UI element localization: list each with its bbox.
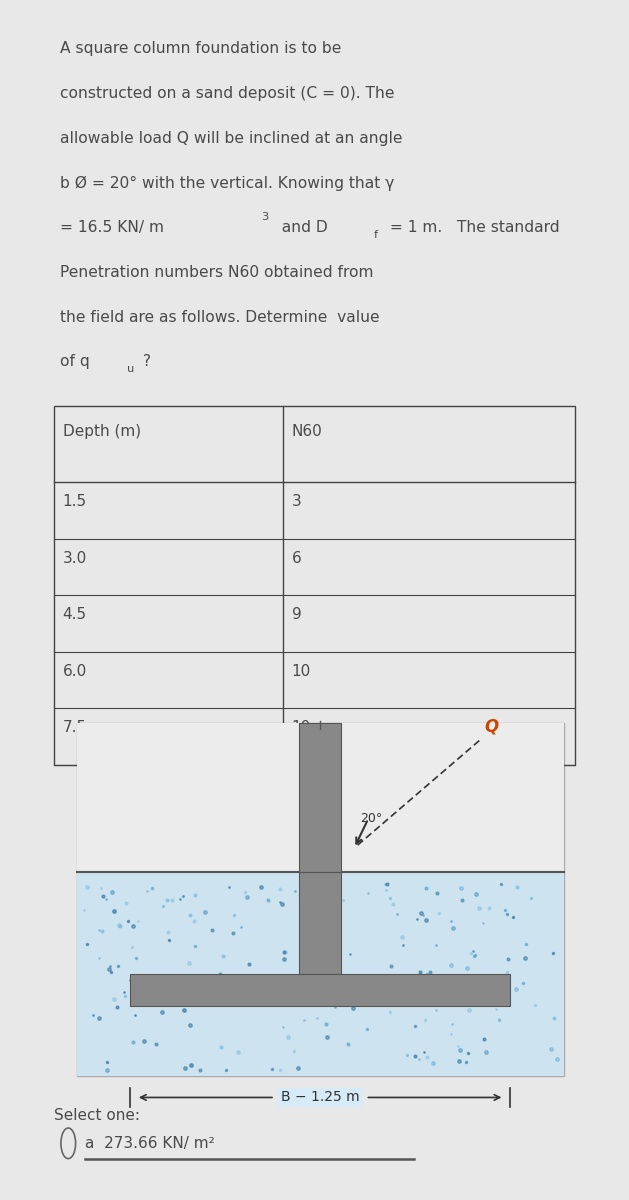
Text: 6.0: 6.0 — [63, 664, 87, 678]
Text: b Ø = 20° with the vertical. Knowing that γ: b Ø = 20° with the vertical. Knowing tha… — [60, 175, 394, 191]
Text: 10: 10 — [292, 664, 311, 678]
Text: N60: N60 — [292, 424, 323, 438]
Text: 9: 9 — [292, 607, 301, 622]
Bar — [54, 406, 575, 764]
Text: 7.5: 7.5 — [63, 720, 87, 734]
Text: the field are as follows. Determine  value: the field are as follows. Determine valu… — [60, 310, 379, 324]
Text: constructed on a sand deposit (C = 0). The: constructed on a sand deposit (C = 0). T… — [60, 86, 394, 101]
Bar — [299, 724, 342, 871]
Text: u: u — [126, 364, 134, 373]
Bar — [77, 724, 564, 871]
Text: 3: 3 — [261, 212, 268, 222]
Text: Penetration numbers N60 obtained from: Penetration numbers N60 obtained from — [60, 265, 373, 280]
Text: A square column foundation is to be: A square column foundation is to be — [60, 41, 341, 56]
Text: of q: of q — [60, 354, 89, 370]
Text: Q: Q — [484, 718, 498, 736]
Text: allowable load Q will be inclined at an angle: allowable load Q will be inclined at an … — [60, 131, 403, 145]
Text: 3: 3 — [292, 494, 301, 509]
Text: 3.0: 3.0 — [63, 551, 87, 565]
Text: ?: ? — [138, 354, 151, 370]
Text: 20°: 20° — [360, 812, 382, 826]
Bar — [130, 974, 510, 1006]
Text: Depth (m): Depth (m) — [63, 424, 141, 438]
Text: = 16.5 KN/ m: = 16.5 KN/ m — [60, 220, 164, 235]
Text: 4.5: 4.5 — [63, 607, 87, 622]
Text: Select one:: Select one: — [54, 1108, 140, 1123]
Text: = 1 m.   The standard: = 1 m. The standard — [385, 220, 560, 235]
Text: 10: 10 — [292, 720, 311, 734]
Text: B − 1.25 m: B − 1.25 m — [281, 1091, 360, 1104]
Text: and D: and D — [272, 220, 328, 235]
Bar — [77, 871, 564, 1076]
Text: a  273.66 KN/ m²: a 273.66 KN/ m² — [86, 1136, 215, 1151]
Text: f: f — [374, 229, 378, 240]
Bar — [77, 724, 564, 1076]
Text: 6: 6 — [292, 551, 301, 565]
Bar — [299, 871, 342, 974]
Text: 1.5: 1.5 — [63, 494, 87, 509]
